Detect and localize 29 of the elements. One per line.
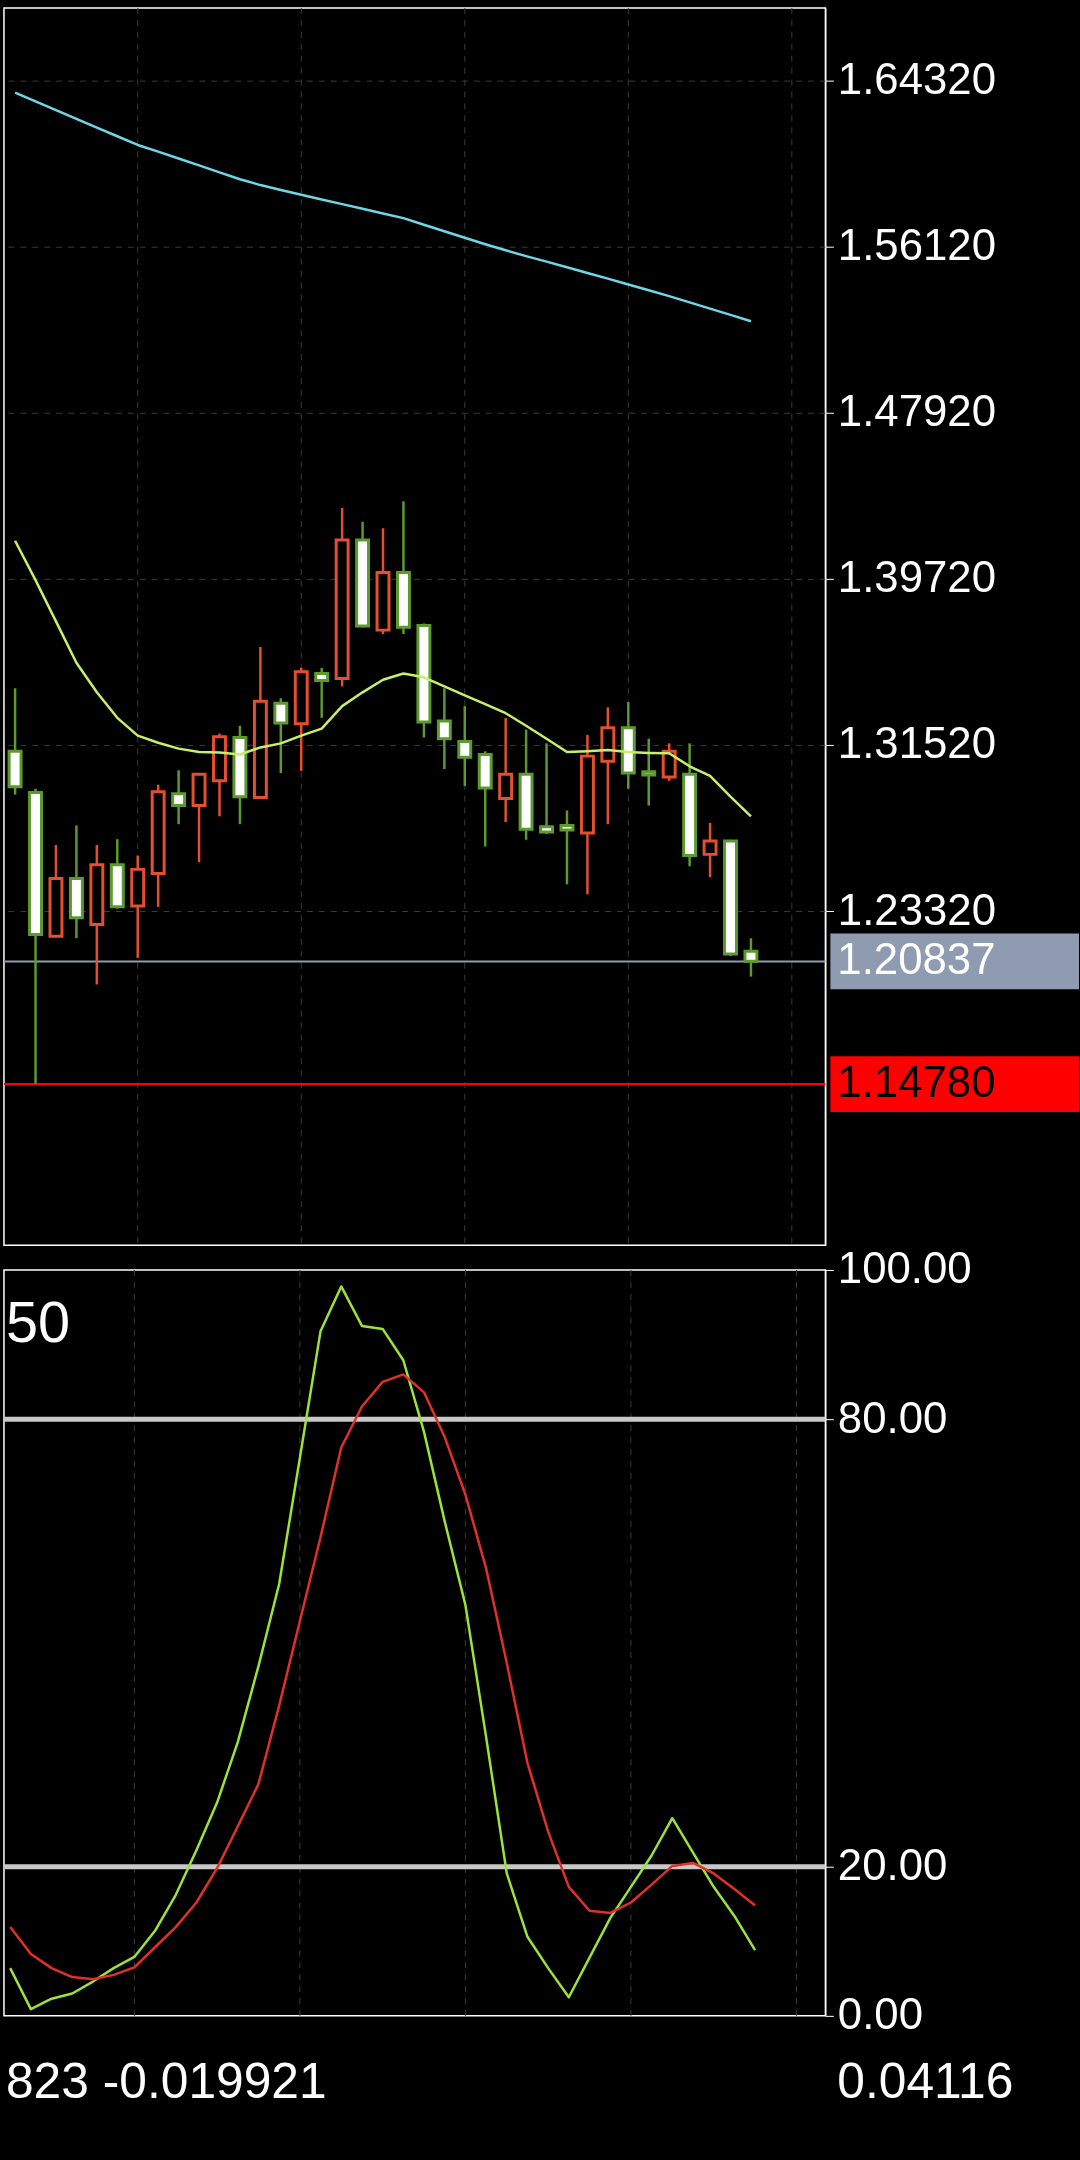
- line-series: [13, 91, 753, 323]
- y-tick-label: 1.56120: [837, 220, 996, 270]
- candlestick: [457, 704, 473, 788]
- text: 823 -0.019921: [5, 2053, 327, 2110]
- y-tick-label: 100.00: [837, 1243, 972, 1293]
- y-tick-label: 20.00: [837, 1840, 948, 1890]
- candlestick: [559, 809, 575, 886]
- y-tick-label: 80.00: [837, 1392, 948, 1442]
- candlestick: [273, 696, 289, 775]
- candlestick: [641, 737, 657, 807]
- ref-line-label: 1.14780: [837, 1057, 996, 1107]
- candlestick: [743, 937, 759, 978]
- line-series: [13, 539, 753, 818]
- candlestick: [702, 821, 718, 879]
- candlestick: [436, 687, 452, 771]
- candlestick: [314, 666, 330, 720]
- y-tick-label: 1.31520: [837, 718, 996, 768]
- ref-line-label: 1.20837: [837, 934, 996, 984]
- y-tick-label: 1.47920: [837, 386, 996, 436]
- y-tick-label: 0.00: [837, 1989, 923, 2039]
- line-series: [8, 1373, 757, 1981]
- annotation: 50: [5, 1289, 71, 1354]
- line-series: [8, 1285, 757, 2011]
- text: 0.04116: [837, 2053, 1014, 2110]
- candlestick: [539, 742, 554, 836]
- candlestick: [171, 769, 187, 826]
- y-tick-label: 1.23320: [837, 884, 996, 934]
- y-tick-label: 1.64320: [837, 53, 996, 103]
- y-tick-label: 1.39720: [837, 552, 996, 602]
